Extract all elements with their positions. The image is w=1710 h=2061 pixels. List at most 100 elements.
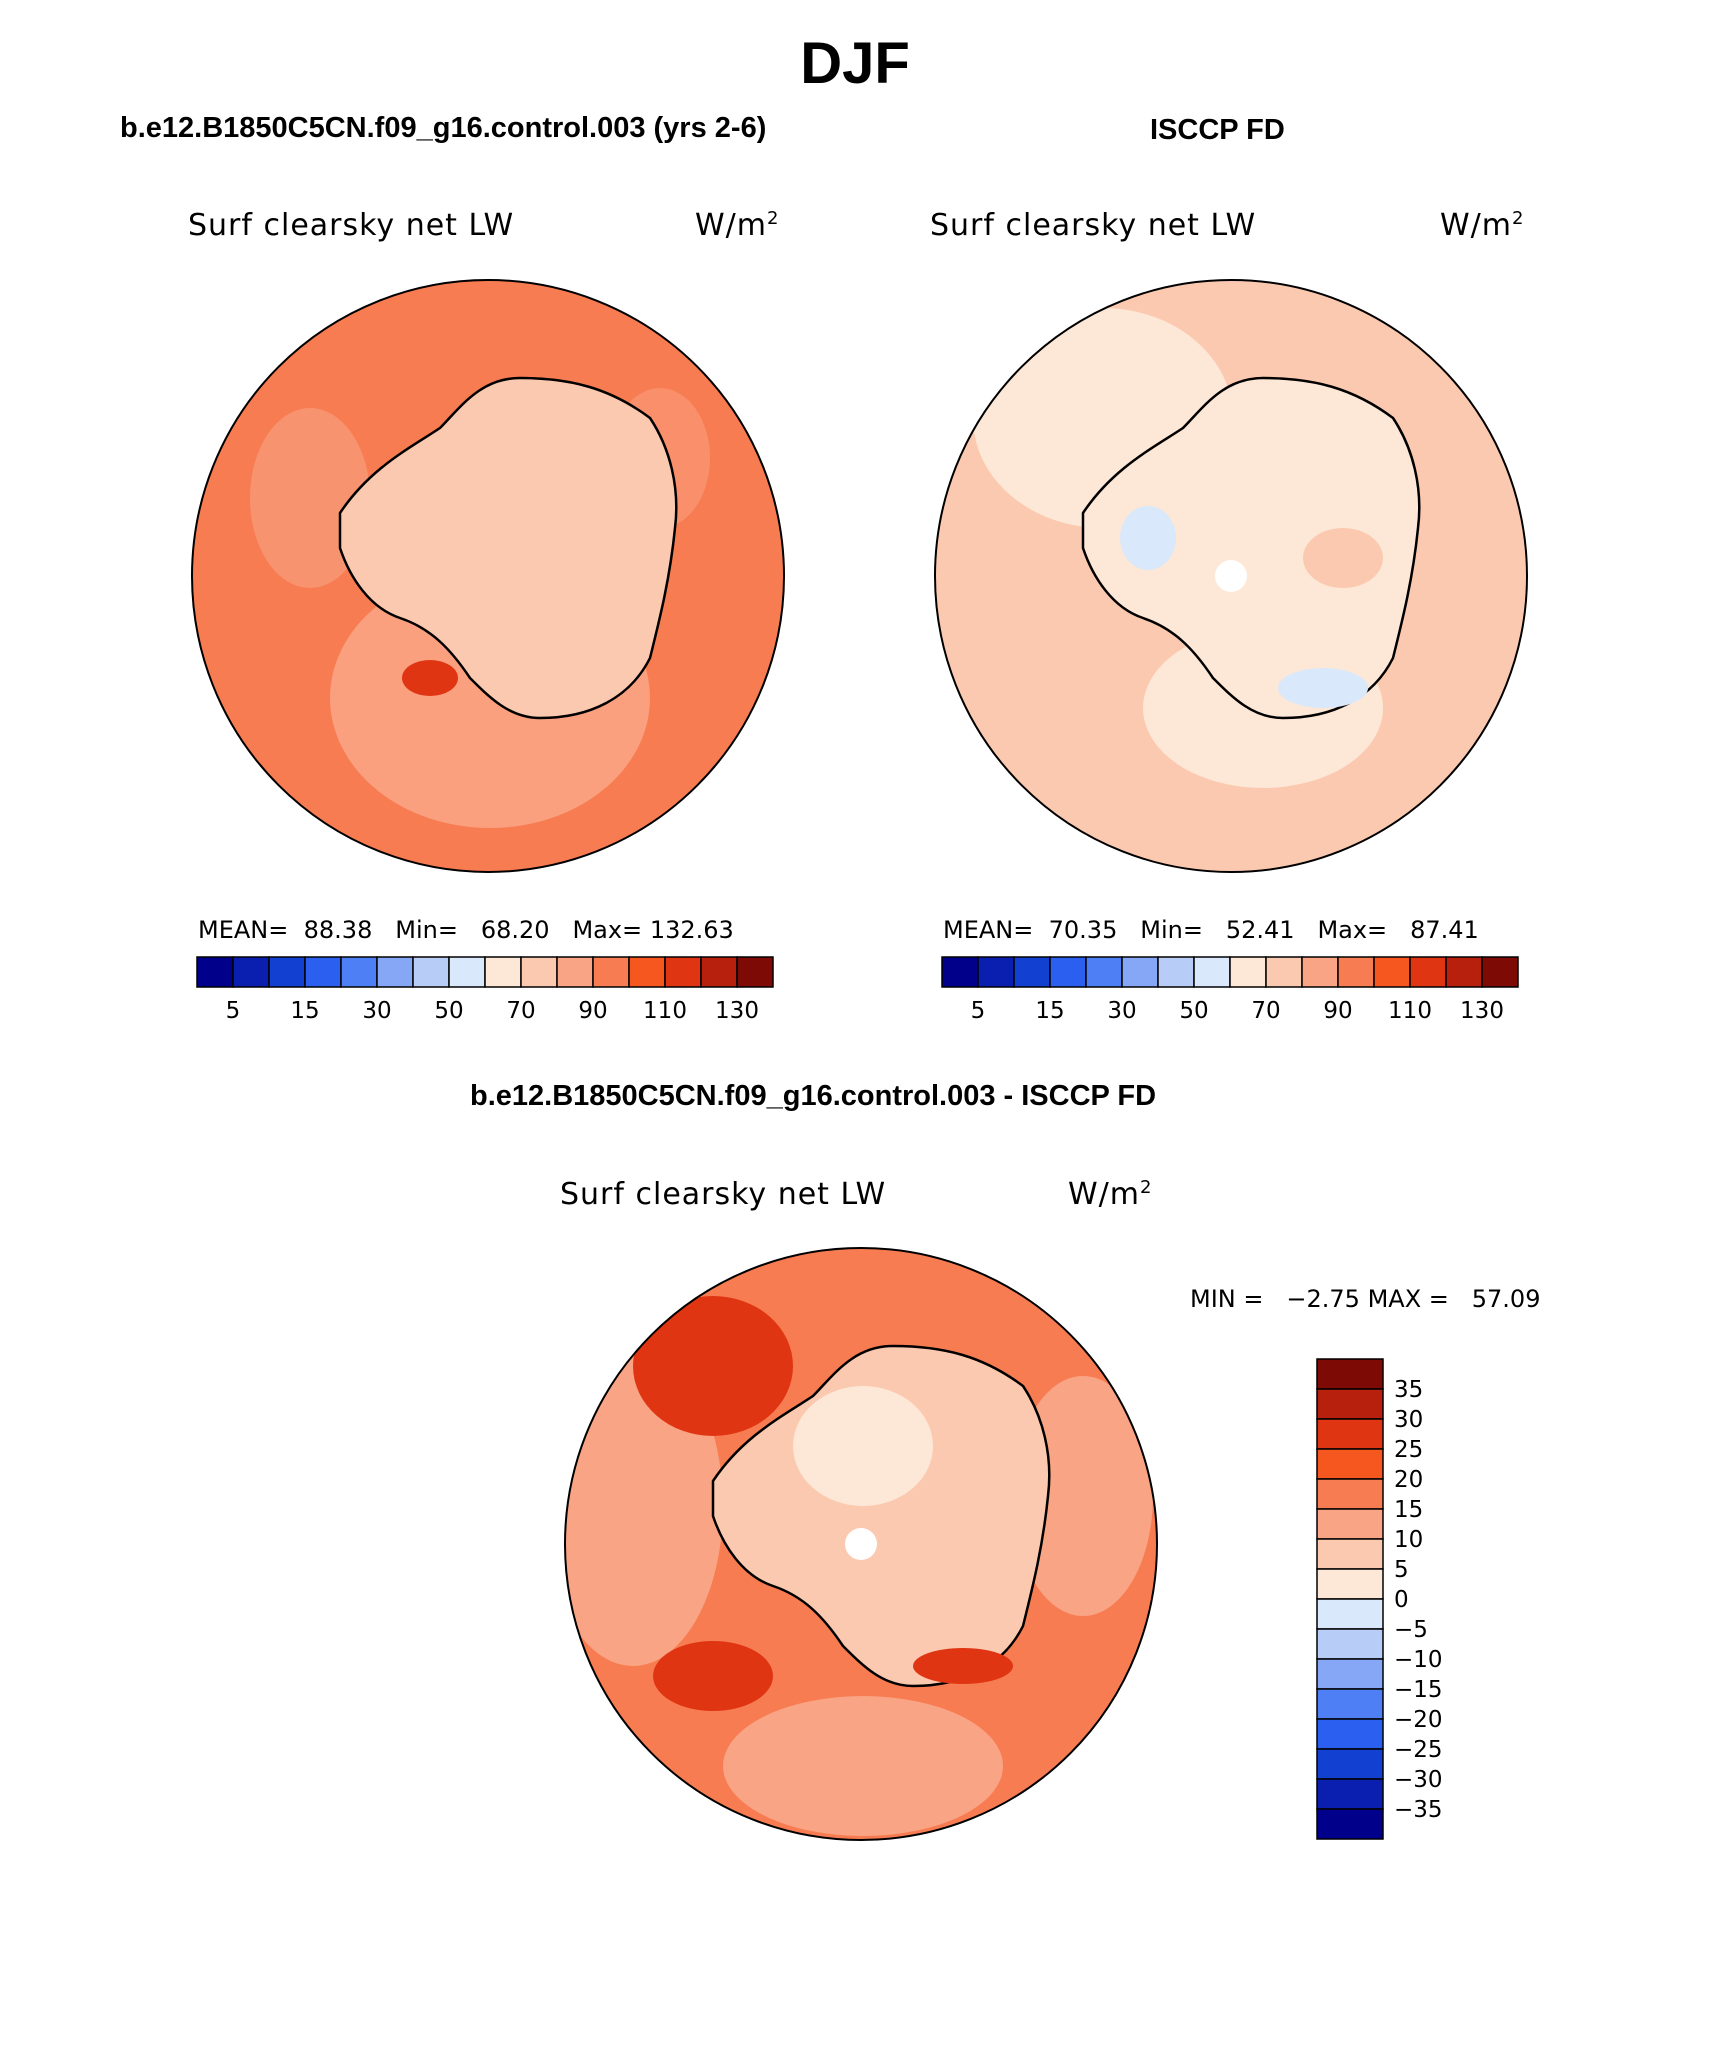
colorbar-swatch bbox=[1409, 956, 1447, 988]
colorbar-swatch bbox=[412, 956, 450, 988]
model-case-title: b.e12.B1850C5CN.f09_g16.control.003 (yrs… bbox=[120, 112, 767, 144]
colorbar-tick-label: 30 bbox=[1394, 1407, 1423, 1433]
colorbar-swatch bbox=[1316, 1688, 1384, 1720]
colorbar-tick-label: 110 bbox=[643, 998, 687, 1024]
colorbar-swatch bbox=[1316, 1478, 1384, 1510]
colorbar-tick-label: 5 bbox=[971, 998, 986, 1024]
colorbar-tick-label: 0 bbox=[1394, 1587, 1409, 1613]
colorbar-swatch bbox=[448, 956, 486, 988]
colorbar-swatch bbox=[268, 956, 306, 988]
colorbar-tick-label: 50 bbox=[434, 998, 463, 1024]
colorbar-tick-label: 30 bbox=[362, 998, 391, 1024]
colorbar-swatch bbox=[1316, 1388, 1384, 1420]
obs-units-label: W/m2 bbox=[1440, 208, 1525, 243]
obs-title: ISCCP FD bbox=[1150, 114, 1285, 146]
colorbar-swatch bbox=[1049, 956, 1087, 988]
colorbar-swatch bbox=[1445, 956, 1483, 988]
colorbar-swatch bbox=[1316, 1568, 1384, 1600]
colorbar-swatch bbox=[1121, 956, 1159, 988]
colorbar-tick-label: −30 bbox=[1394, 1767, 1443, 1793]
colorbar-swatch bbox=[941, 956, 979, 988]
colorbar-swatch bbox=[1157, 956, 1195, 988]
obs-polar-map bbox=[934, 279, 1528, 873]
obs-warm-patch bbox=[1303, 528, 1383, 588]
diff-pole-hole bbox=[845, 1528, 877, 1560]
colorbar-swatch bbox=[340, 956, 378, 988]
obs-colorbar: 5 15 30 50 70 90 110 130 bbox=[941, 956, 1519, 1024]
colorbar-swatch bbox=[1265, 956, 1303, 988]
colorbar-swatch bbox=[700, 956, 738, 988]
obs-antarctica bbox=[1081, 376, 1421, 720]
colorbar-tick-label: 15 bbox=[1394, 1497, 1423, 1523]
colorbar-swatch bbox=[1085, 956, 1123, 988]
colorbar-tick-label: 15 bbox=[1035, 998, 1064, 1024]
colorbar-swatch bbox=[1316, 1748, 1384, 1780]
diff-hot-patch-sw bbox=[653, 1641, 773, 1711]
colorbar-tick-label: 5 bbox=[1394, 1557, 1409, 1583]
colorbar-swatch bbox=[1193, 956, 1231, 988]
season-title: DJF bbox=[800, 31, 910, 96]
colorbar-tick-label: −15 bbox=[1394, 1677, 1443, 1703]
colorbar-swatch bbox=[977, 956, 1015, 988]
colorbar-swatch bbox=[232, 956, 270, 988]
model-stats: MEAN= 88.38 Min= 68.20 Max= 132.63 bbox=[198, 916, 734, 944]
colorbar-tick-label: 30 bbox=[1107, 998, 1136, 1024]
colorbar-swatch bbox=[304, 956, 342, 988]
colorbar-tick-label: −5 bbox=[1394, 1617, 1428, 1643]
colorbar-swatch bbox=[1373, 956, 1411, 988]
colorbar-swatch bbox=[196, 956, 234, 988]
obs-variable-label: Surf clearsky net LW bbox=[930, 208, 1257, 243]
colorbar-tick-label: −35 bbox=[1394, 1797, 1443, 1823]
model-colorbar: 5 15 30 50 70 90 110 130 bbox=[196, 956, 774, 1024]
model-antarctica bbox=[338, 376, 678, 720]
model-hotspot bbox=[402, 660, 458, 696]
colorbar-tick-label: 20 bbox=[1394, 1467, 1423, 1493]
colorbar-tick-label: −10 bbox=[1394, 1647, 1443, 1673]
colorbar-swatch bbox=[1316, 1538, 1384, 1570]
diff-colorbar: 35 30 25 20 15 10 5 0 −5 −10 −15 −20 −25 −30 −35 bbox=[1316, 1358, 1443, 1840]
colorbar-tick-label: 5 bbox=[226, 998, 241, 1024]
model-units-label: W/m2 bbox=[695, 208, 780, 243]
colorbar-tick-label: 25 bbox=[1394, 1437, 1423, 1463]
colorbar-swatch bbox=[1481, 956, 1519, 988]
diff-interior-light bbox=[793, 1386, 933, 1506]
colorbar-tick-label: −20 bbox=[1394, 1707, 1443, 1733]
colorbar-swatch bbox=[1229, 956, 1267, 988]
obs-stats: MEAN= 70.35 Min= 52.41 Max= 87.41 bbox=[943, 916, 1479, 944]
colorbar-swatch bbox=[1316, 1808, 1384, 1840]
colorbar-swatch bbox=[484, 956, 522, 988]
obs-cool-patch-2 bbox=[1278, 668, 1368, 708]
colorbar-swatch bbox=[1316, 1658, 1384, 1690]
diff-stats: MIN = −2.75 MAX = 57.09 bbox=[1190, 1285, 1541, 1313]
colorbar-swatch bbox=[1337, 956, 1375, 988]
diff-east-patch bbox=[1013, 1376, 1153, 1616]
diff-title: b.e12.B1850C5CN.f09_g16.control.003 - IS… bbox=[470, 1080, 1157, 1112]
diff-south-patch bbox=[723, 1696, 1003, 1836]
diff-units-label: W/m2 bbox=[1068, 1177, 1153, 1212]
obs-pole-hole bbox=[1215, 560, 1247, 592]
colorbar-tick-label: 10 bbox=[1394, 1527, 1423, 1553]
colorbar-swatch bbox=[736, 956, 774, 988]
diff-coast-hot bbox=[913, 1648, 1013, 1684]
model-variable-label: Surf clearsky net LW bbox=[188, 208, 515, 243]
colorbar-tick-label: 70 bbox=[506, 998, 535, 1024]
colorbar-swatch bbox=[1316, 1508, 1384, 1540]
colorbar-swatch bbox=[1316, 1358, 1384, 1390]
colorbar-tick-label: 90 bbox=[1323, 998, 1352, 1024]
colorbar-swatch bbox=[1316, 1778, 1384, 1810]
colorbar-tick-label: 130 bbox=[1460, 998, 1504, 1024]
colorbar-swatch bbox=[376, 956, 414, 988]
colorbar-tick-label: 35 bbox=[1394, 1377, 1423, 1403]
obs-map-border bbox=[934, 279, 1528, 873]
colorbar-swatch bbox=[1316, 1718, 1384, 1750]
diff-polar-map bbox=[564, 1247, 1158, 1841]
colorbar-tick-label: 110 bbox=[1388, 998, 1432, 1024]
colorbar-swatch bbox=[664, 956, 702, 988]
colorbar-swatch bbox=[556, 956, 594, 988]
colorbar-tick-label: 90 bbox=[578, 998, 607, 1024]
colorbar-swatch bbox=[520, 956, 558, 988]
colorbar-tick-label: 15 bbox=[290, 998, 319, 1024]
colorbar-tick-label: 50 bbox=[1179, 998, 1208, 1024]
colorbar-tick-label: 70 bbox=[1251, 998, 1280, 1024]
